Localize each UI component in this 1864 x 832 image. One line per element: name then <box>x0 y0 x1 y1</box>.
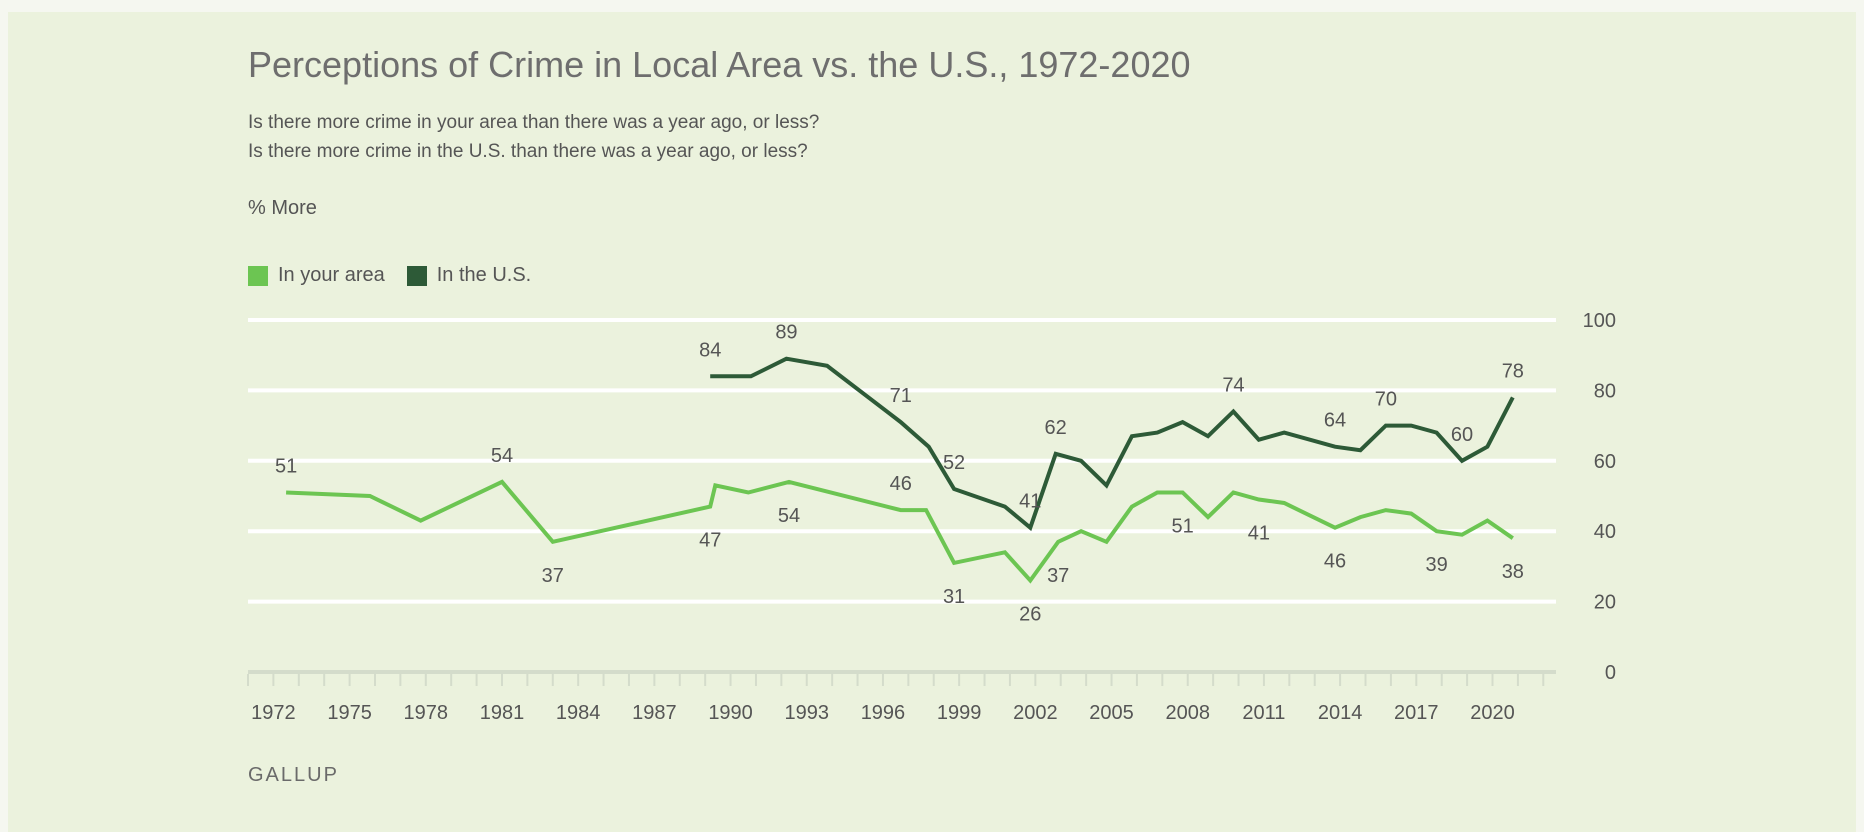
data-label-us: 70 <box>1375 389 1397 411</box>
legend: In your area In the U.S. <box>248 264 553 287</box>
data-label-us: 64 <box>1324 410 1346 432</box>
chart-title: Perceptions of Crime in Local Area vs. t… <box>248 44 1191 85</box>
data-label-area: 51 <box>275 455 297 477</box>
x-tick-label-1999: 1999 <box>937 702 982 724</box>
x-tick-label-1981: 1981 <box>480 702 525 724</box>
x-tick-label-1987: 1987 <box>632 702 677 724</box>
data-label-us: 62 <box>1045 417 1067 439</box>
x-tick-label-2005: 2005 <box>1089 702 1134 724</box>
x-tick-label-2014: 2014 <box>1318 702 1363 724</box>
data-label-us: 78 <box>1502 360 1524 382</box>
x-tick-label-1978: 1978 <box>404 702 449 724</box>
data-label-area: 31 <box>943 586 965 608</box>
data-label-us: 74 <box>1222 375 1244 397</box>
data-label-area: 41 <box>1248 523 1270 545</box>
chart-subtitle-line-1: Is there more crime in your area than th… <box>248 112 820 133</box>
chart-panel <box>8 12 1856 832</box>
data-label-us: 84 <box>699 339 721 361</box>
chart-subtitle-line-2: Is there more crime in the U.S. than the… <box>248 141 808 162</box>
data-label-area: 26 <box>1019 603 1041 625</box>
data-label-us: 71 <box>890 385 912 407</box>
data-label-area: 39 <box>1426 554 1448 576</box>
x-tick-label-1990: 1990 <box>708 702 753 724</box>
x-tick-label-2011: 2011 <box>1242 702 1285 724</box>
data-label-us: 41 <box>1019 491 1041 513</box>
data-label-area: 37 <box>542 565 564 587</box>
legend-swatch-area <box>248 265 268 286</box>
y-tick-label-60: 60 <box>1594 451 1616 473</box>
y-tick-label-80: 80 <box>1594 380 1616 402</box>
series-line-area <box>286 479 1514 584</box>
data-label-area: 37 <box>1047 565 1069 587</box>
unit-label: % More <box>248 197 317 219</box>
data-label-area: 38 <box>1502 561 1524 583</box>
x-tick-label-1972: 1972 <box>251 702 296 724</box>
legend-item-area: In your area <box>248 264 385 287</box>
x-tick-label-2017: 2017 <box>1394 702 1439 724</box>
y-tick-label-20: 20 <box>1594 592 1616 614</box>
data-label-area: 47 <box>699 530 721 552</box>
x-tick-label-1993: 1993 <box>785 702 830 724</box>
y-tick-label-40: 40 <box>1594 521 1616 543</box>
x-tick-label-2020: 2020 <box>1470 702 1515 724</box>
data-label-us: 52 <box>943 452 965 474</box>
y-tick-label-100: 100 <box>1583 310 1616 332</box>
y-tick-label-0: 0 <box>1605 662 1616 684</box>
data-label-area: 46 <box>890 473 912 495</box>
legend-swatch-us <box>406 265 427 286</box>
data-label-area: 54 <box>778 505 800 527</box>
data-label-area: 51 <box>1172 515 1194 537</box>
legend-label-us: In the U.S. <box>436 264 532 286</box>
x-tick-label-2002: 2002 <box>1013 702 1058 724</box>
x-tick-label-2008: 2008 <box>1165 702 1210 724</box>
source-label: GALLUP <box>248 764 339 786</box>
legend-label-area: In your area <box>278 264 385 286</box>
series-line-us <box>710 356 1515 532</box>
legend-item-us: In the U.S. <box>406 264 532 287</box>
x-tick-label-1984: 1984 <box>556 702 601 724</box>
data-label-us: 60 <box>1451 424 1473 446</box>
x-tick-label-1975: 1975 <box>327 702 372 724</box>
data-label-us: 89 <box>775 322 797 344</box>
x-tick-label-1996: 1996 <box>861 702 906 724</box>
data-label-area: 46 <box>1324 551 1346 573</box>
data-label-area: 54 <box>491 445 513 467</box>
